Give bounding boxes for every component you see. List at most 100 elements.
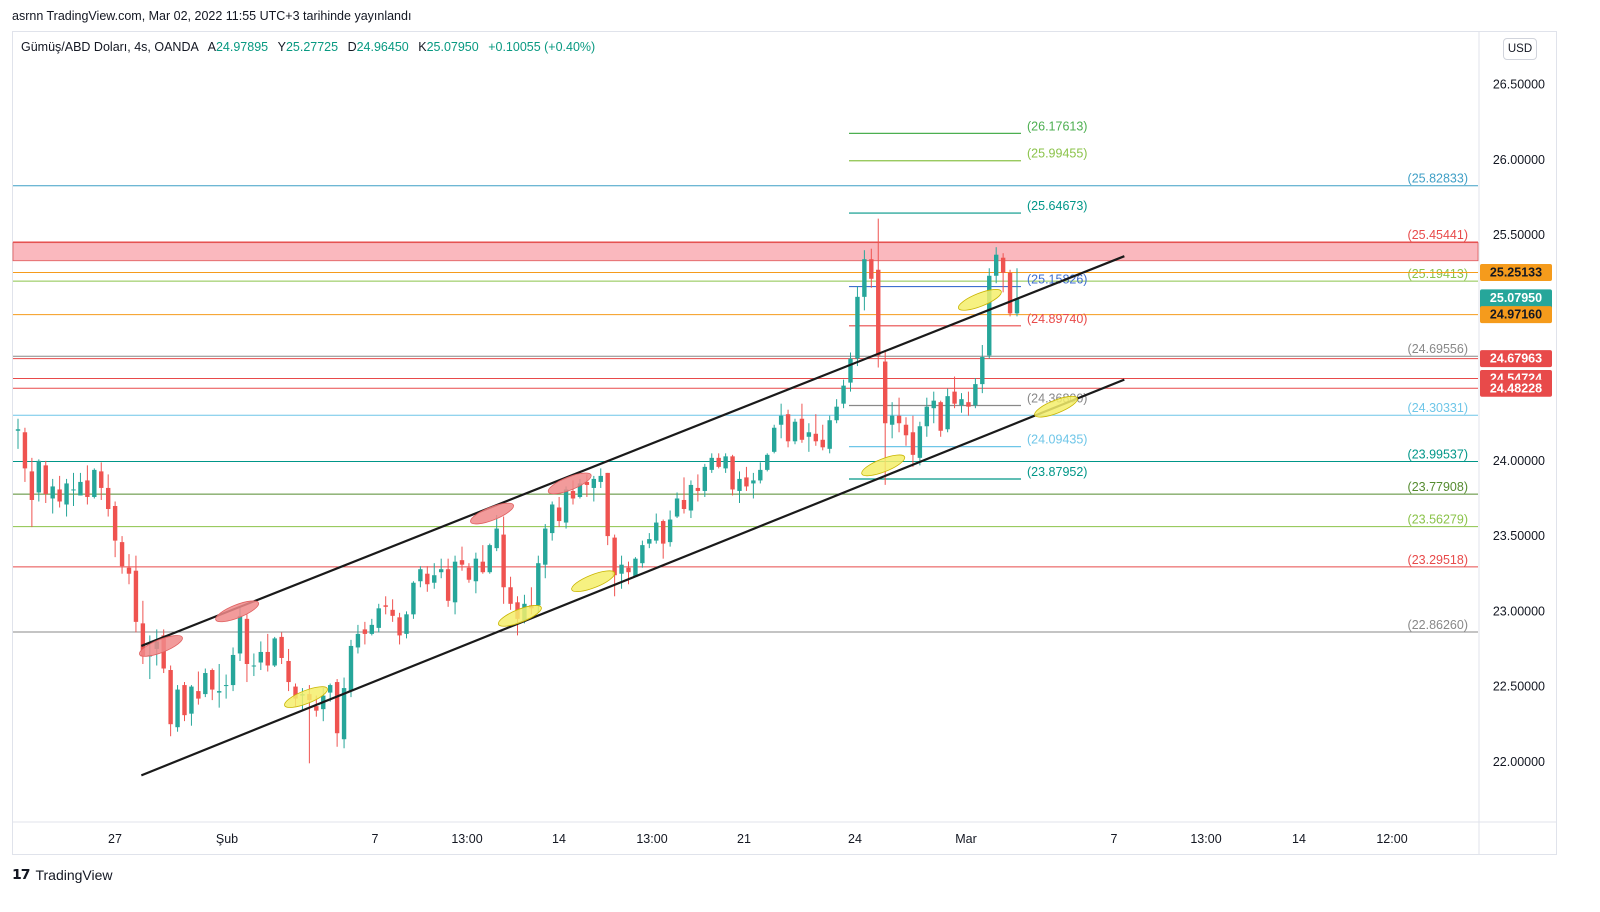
open-label: A <box>207 40 216 54</box>
candle-body-97 <box>688 484 694 511</box>
tradingview-logo-icon: 𝟭𝟳 <box>12 866 31 882</box>
candle-body-81 <box>577 483 583 497</box>
candle-body-139 <box>980 357 985 385</box>
candle-body-141 <box>993 254 999 276</box>
close-value: 25.07950 <box>426 40 479 54</box>
highlight-4 <box>497 605 542 627</box>
candle-body-143 <box>1007 272 1013 314</box>
candle-body-133 <box>938 402 943 431</box>
candle-body-15 <box>119 542 125 567</box>
price-tag-0 <box>1480 264 1552 282</box>
candle-body-116 <box>820 439 825 448</box>
x-tick-5: 13:00 <box>636 832 667 846</box>
candle-body-6 <box>57 489 62 502</box>
candle-body-62 <box>445 569 451 601</box>
candle-body-31 <box>230 654 236 686</box>
candle-body-127 <box>896 415 902 424</box>
candle-body-54 <box>390 609 395 616</box>
y-tick-0: 26.50000 <box>1493 78 1545 92</box>
x-tick-11: 14 <box>1292 832 1306 846</box>
highlight-6 <box>571 570 616 593</box>
candle-body-104 <box>737 478 742 491</box>
candle-body-10 <box>85 480 90 497</box>
candle-body-2 <box>29 471 35 500</box>
candle-body-4 <box>43 465 48 494</box>
candle-body-120 <box>848 358 853 383</box>
fib-label-4: (24.89740) <box>1027 312 1087 326</box>
candle-body-61 <box>438 569 444 573</box>
x-tick-4: 14 <box>552 832 566 846</box>
candle-body-69 <box>494 528 499 549</box>
candle-body-130 <box>917 426 923 458</box>
candle-body-135 <box>952 391 957 404</box>
y-tick-7: 23.00000 <box>1493 604 1545 618</box>
candle-body-67 <box>480 561 486 573</box>
candle-body-64 <box>459 560 465 565</box>
x-tick-8: Mar <box>955 832 977 846</box>
candle-body-46 <box>334 682 340 734</box>
candle-body-85 <box>605 472 610 537</box>
candle-body-124 <box>876 269 881 356</box>
fib-label-0: (26.17613) <box>1027 119 1087 133</box>
candle-body-30 <box>223 685 229 687</box>
fib-label-6: (24.09435) <box>1027 433 1087 447</box>
candle-body-110 <box>778 415 784 425</box>
hline-label-9: (24.30331) <box>1408 401 1468 415</box>
x-tick-10: 13:00 <box>1190 832 1221 846</box>
symbol-title: Gümüş/ABD Doları, 4s, OANDA <box>21 40 199 54</box>
candle-body-113 <box>799 418 805 440</box>
candle-body-63 <box>452 561 458 603</box>
currency-button[interactable]: USD <box>1503 38 1537 60</box>
low-label: D <box>347 40 357 54</box>
candle-body-142 <box>1000 257 1006 273</box>
candle-body-32 <box>237 615 243 654</box>
candle-body-93 <box>660 521 666 544</box>
x-tick-3: 13:00 <box>451 832 482 846</box>
highlight-7 <box>861 454 906 477</box>
x-tick-9: 7 <box>1111 832 1118 846</box>
candle-body-35 <box>258 651 264 663</box>
candle-body-8 <box>71 489 76 491</box>
candle-body-83 <box>591 478 597 488</box>
candle-body-49 <box>355 633 361 648</box>
candle-body-140 <box>987 275 992 356</box>
candle-body-26 <box>196 691 201 699</box>
candle-body-88 <box>626 567 631 573</box>
ohlc-legend: Gümüş/ABD Doları, 4s, OANDA A24.97895 Y2… <box>21 40 595 54</box>
candle-body-129 <box>910 432 916 455</box>
candle-body-103 <box>730 456 735 490</box>
highlight-8 <box>957 289 1002 311</box>
candle-body-18 <box>140 623 146 657</box>
candle-body-144 <box>1014 298 1020 314</box>
candle-body-118 <box>834 406 839 421</box>
candle-body-90 <box>640 545 645 564</box>
candle-body-55 <box>397 617 402 636</box>
candle-body-65 <box>466 567 472 580</box>
candle-body-36 <box>265 651 270 666</box>
fib-label-7: (23.87952) <box>1027 465 1087 479</box>
candle-body-136 <box>959 399 964 406</box>
candle-body-79 <box>563 489 569 523</box>
close-label: K <box>418 40 427 54</box>
candle-body-45 <box>327 685 333 693</box>
candle-body-111 <box>785 414 791 442</box>
candle-body-71 <box>508 587 513 604</box>
candle-body-11 <box>92 469 97 497</box>
candle-body-92 <box>654 522 659 541</box>
y-tick-8: 22.50000 <box>1493 680 1545 694</box>
candle-body-28 <box>210 670 215 690</box>
candle-body-134 <box>945 396 950 430</box>
candle-body-87 <box>619 564 624 574</box>
y-tick-9: 22.00000 <box>1493 755 1545 769</box>
candle-body-106 <box>751 480 756 484</box>
highlight-9 <box>1034 395 1078 418</box>
candle-body-34 <box>251 665 257 667</box>
highlight-5 <box>547 472 592 495</box>
candle-body-23 <box>175 689 180 728</box>
high-value: 25.27725 <box>285 40 339 54</box>
candle-body-102 <box>723 456 728 469</box>
candle-body-138 <box>973 384 978 406</box>
price-tag-label-5: 24.48228 <box>1490 381 1542 395</box>
high-label: Y <box>277 40 286 54</box>
